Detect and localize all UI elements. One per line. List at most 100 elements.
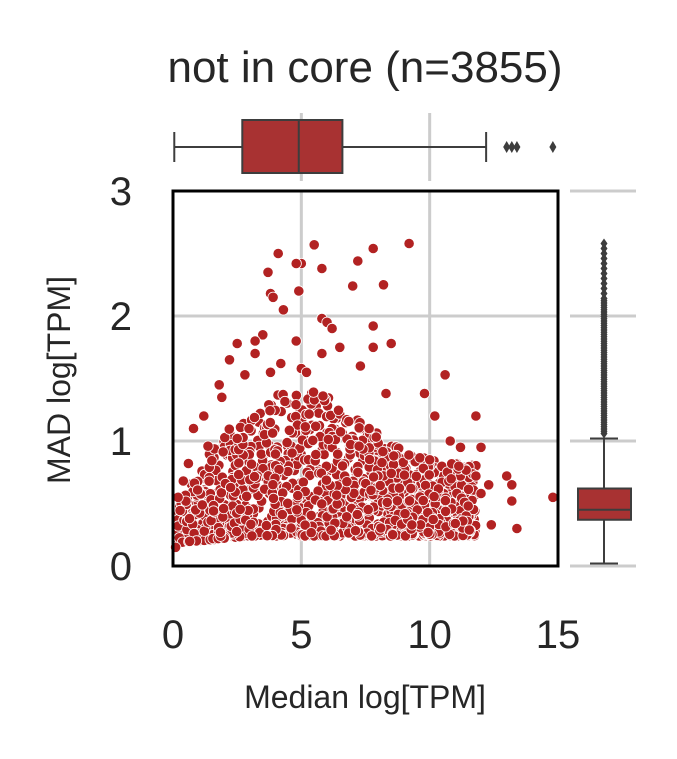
top-outlier: [513, 141, 521, 153]
scatter-point: [264, 416, 276, 429]
x-tick-label: 5: [290, 613, 312, 657]
scatter-point: [445, 473, 457, 485]
scatter-point: [331, 489, 343, 501]
chart-title: not in core (n=3855): [167, 43, 562, 92]
scatter-point: [483, 479, 495, 491]
scatter-point: [475, 441, 487, 453]
scatter-point: [290, 335, 302, 347]
plot-frame: [171, 189, 560, 568]
x-tick-label: 10: [407, 613, 452, 657]
scatter-point: [424, 454, 436, 466]
scatter-point: [239, 369, 251, 381]
scatter-point: [303, 408, 315, 420]
scatter-point: [410, 470, 422, 482]
scatter-point: [215, 487, 227, 499]
scatter-point: [375, 522, 387, 534]
scatter-point: [399, 508, 411, 520]
scatter-point: [354, 360, 366, 372]
scatter-point: [299, 421, 311, 433]
scatter-point: [255, 448, 267, 460]
scatter-point: [336, 460, 349, 472]
scatter-point: [310, 420, 322, 432]
scatter-point: [387, 529, 399, 541]
scatter-point: [367, 341, 379, 353]
scatter-point: [423, 469, 435, 481]
scatter-point: [217, 446, 229, 458]
scatter-point: [403, 449, 415, 461]
scatter-point: [462, 500, 474, 512]
scatter-point: [449, 517, 461, 530]
scatter-point: [485, 519, 497, 531]
scatter-point: [403, 237, 415, 250]
scatter-point: [334, 341, 346, 353]
scatter-point: [233, 468, 245, 481]
scatter-point: [324, 409, 337, 421]
scatter-point: [454, 441, 467, 453]
scatter-point: [332, 448, 344, 460]
y-tick-label: 0: [110, 545, 132, 589]
y-tick-labels: 0 1 2 3: [110, 170, 132, 589]
top-outlier: [503, 141, 511, 153]
right-marginal-boxplot: [570, 189, 636, 568]
scatter-point: [316, 498, 328, 510]
scatter-point: [266, 427, 279, 439]
scatter-point: [334, 426, 347, 438]
scatter-point: [177, 475, 189, 487]
y-tick-label: 3: [110, 170, 132, 214]
scatter-point: [418, 387, 431, 400]
scatter-point: [198, 410, 210, 422]
scatter-point: [264, 366, 277, 378]
scatter-point: [231, 525, 243, 538]
scatter-point: [351, 508, 363, 521]
scatter-point: [470, 410, 482, 422]
scatter-point: [462, 483, 475, 495]
scatter-point: [260, 519, 272, 532]
scatter-point: [414, 452, 426, 464]
scatter-point: [249, 335, 261, 347]
scatter-point: [223, 354, 236, 366]
scatter-point: [299, 519, 311, 531]
scatter-point: [406, 519, 418, 531]
scatter-point: [279, 395, 291, 408]
scatter-point: [463, 524, 475, 536]
scatter-point: [380, 387, 392, 400]
scatter-point: [293, 285, 305, 297]
scatter-point: [325, 524, 337, 536]
scatter-point: [310, 448, 322, 461]
scatter-point: [285, 522, 297, 534]
scatter-point: [300, 366, 313, 378]
scatter-point: [376, 456, 388, 469]
scatter-point: [184, 535, 196, 547]
scatter-points: [170, 237, 559, 553]
scatter-point: [290, 399, 302, 411]
top-box: [241, 119, 344, 174]
scatter-point: [283, 424, 295, 436]
x-tick-label: 0: [162, 613, 184, 657]
scatter-point: [307, 386, 320, 398]
scatter-point: [276, 508, 288, 521]
scatter-point: [269, 448, 281, 460]
scatter-point: [281, 436, 293, 449]
scatter-point: [439, 369, 451, 381]
scatter-point: [377, 445, 389, 458]
scatter-point: [391, 495, 403, 507]
scatter-point: [326, 322, 338, 335]
scatter-point: [398, 469, 410, 481]
scatter-point: [290, 257, 302, 270]
scatter-point: [475, 487, 487, 500]
top-marginal-boxplot: [173, 113, 557, 181]
scatter-point: [305, 509, 317, 522]
scatter-point: [385, 467, 397, 479]
scatter-point: [234, 503, 246, 515]
scatter-point: [207, 505, 220, 517]
scatter-point: [506, 495, 518, 507]
scatter-point: [317, 390, 329, 402]
y-axis-label: MAD log[TPM]: [41, 276, 77, 484]
scatter-point: [362, 503, 374, 516]
scatter-point: [341, 511, 353, 523]
scatter-point: [305, 527, 317, 539]
scatter-point: [511, 522, 523, 535]
scatter-point: [245, 458, 258, 470]
right-box: [577, 487, 632, 521]
scatter-point: [506, 479, 518, 491]
